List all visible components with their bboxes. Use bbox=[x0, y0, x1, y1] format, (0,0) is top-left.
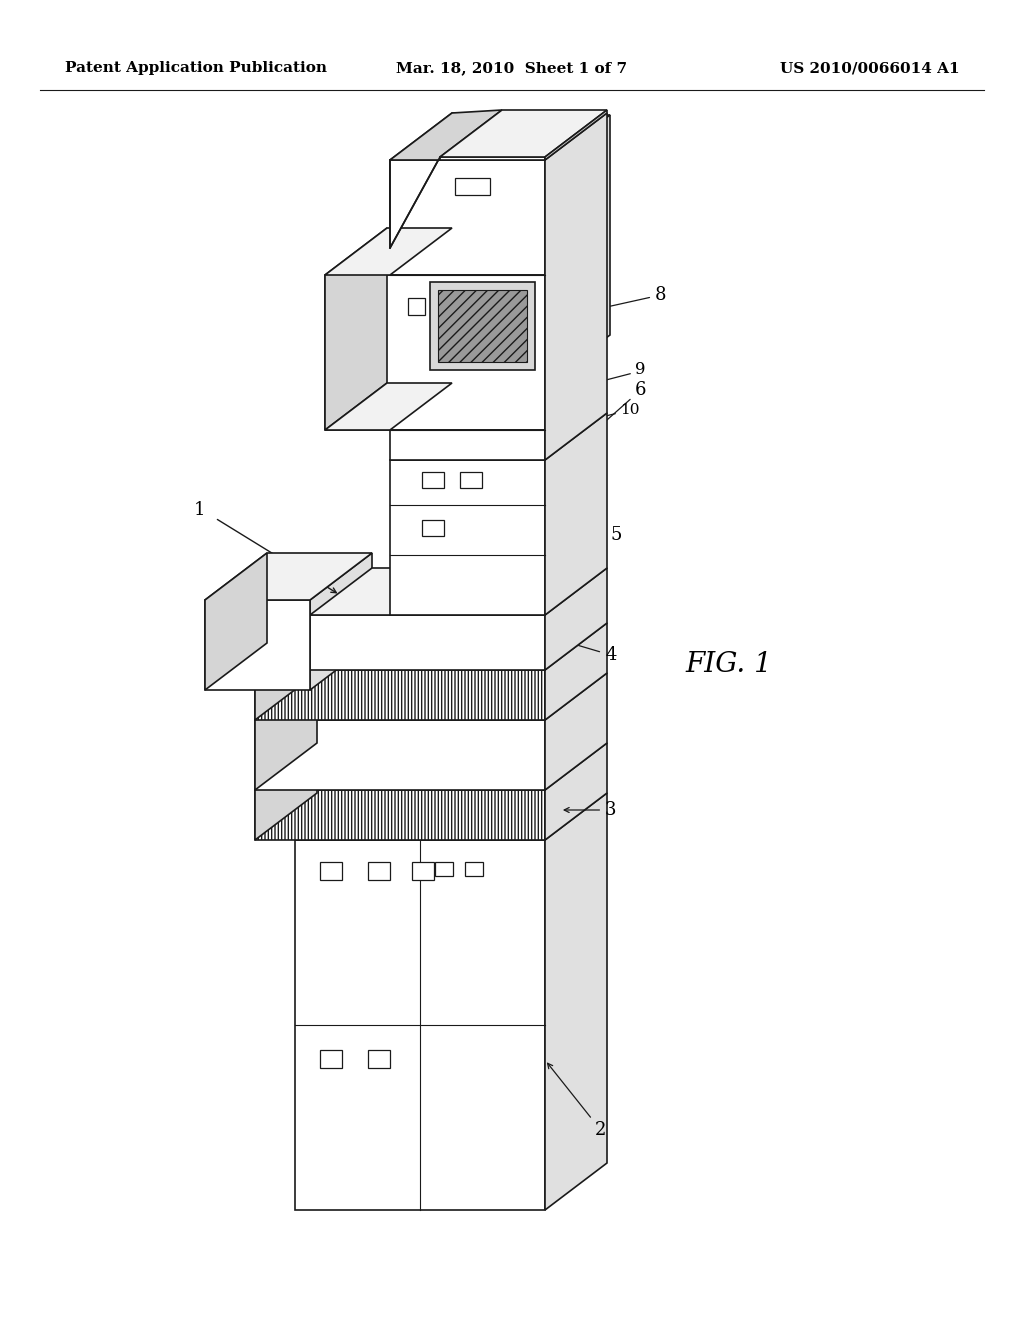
Polygon shape bbox=[460, 473, 482, 488]
Polygon shape bbox=[545, 110, 607, 160]
Polygon shape bbox=[325, 383, 452, 430]
Polygon shape bbox=[438, 290, 527, 362]
Polygon shape bbox=[545, 743, 607, 840]
Text: 8: 8 bbox=[552, 286, 667, 321]
Text: 6: 6 bbox=[593, 381, 646, 432]
Polygon shape bbox=[465, 862, 483, 876]
Polygon shape bbox=[255, 743, 607, 789]
Polygon shape bbox=[390, 160, 545, 275]
Polygon shape bbox=[422, 473, 444, 488]
Text: 5: 5 bbox=[564, 525, 622, 544]
Polygon shape bbox=[455, 178, 490, 195]
Polygon shape bbox=[435, 862, 453, 876]
Polygon shape bbox=[325, 228, 452, 275]
Polygon shape bbox=[255, 623, 317, 719]
Polygon shape bbox=[545, 114, 607, 459]
Polygon shape bbox=[368, 1049, 390, 1068]
Polygon shape bbox=[319, 1049, 342, 1068]
Polygon shape bbox=[395, 115, 510, 255]
Polygon shape bbox=[310, 615, 545, 671]
Polygon shape bbox=[295, 793, 607, 840]
Polygon shape bbox=[545, 793, 607, 1210]
Polygon shape bbox=[450, 115, 610, 160]
Text: US 2010/0066014 A1: US 2010/0066014 A1 bbox=[780, 61, 961, 75]
Polygon shape bbox=[255, 671, 545, 719]
Text: 4: 4 bbox=[564, 640, 616, 664]
Polygon shape bbox=[422, 520, 444, 536]
Polygon shape bbox=[545, 413, 607, 615]
Polygon shape bbox=[395, 160, 550, 380]
Polygon shape bbox=[255, 623, 607, 671]
Text: 9: 9 bbox=[635, 362, 645, 379]
Polygon shape bbox=[310, 568, 607, 615]
Polygon shape bbox=[550, 115, 610, 380]
Polygon shape bbox=[295, 840, 545, 1210]
Text: FIG. 1: FIG. 1 bbox=[685, 652, 772, 678]
Text: Mar. 18, 2010  Sheet 1 of 7: Mar. 18, 2010 Sheet 1 of 7 bbox=[396, 61, 628, 75]
Polygon shape bbox=[545, 623, 607, 719]
Text: 2: 2 bbox=[548, 1064, 606, 1139]
Polygon shape bbox=[325, 275, 545, 430]
Polygon shape bbox=[255, 673, 607, 719]
Text: Patent Application Publication: Patent Application Publication bbox=[65, 61, 327, 75]
Polygon shape bbox=[255, 743, 317, 840]
Polygon shape bbox=[390, 459, 545, 615]
Polygon shape bbox=[205, 553, 267, 690]
Polygon shape bbox=[255, 673, 317, 789]
Polygon shape bbox=[390, 157, 545, 248]
Polygon shape bbox=[390, 430, 545, 459]
Polygon shape bbox=[440, 110, 607, 157]
Text: 3: 3 bbox=[564, 801, 616, 818]
Polygon shape bbox=[255, 789, 545, 840]
Polygon shape bbox=[390, 413, 607, 459]
Polygon shape bbox=[390, 114, 607, 160]
Polygon shape bbox=[255, 719, 545, 789]
Polygon shape bbox=[408, 298, 425, 315]
Polygon shape bbox=[310, 553, 372, 690]
Polygon shape bbox=[545, 673, 607, 789]
Polygon shape bbox=[319, 862, 342, 880]
Polygon shape bbox=[325, 228, 387, 430]
Polygon shape bbox=[205, 553, 372, 601]
Polygon shape bbox=[412, 862, 434, 880]
Text: 10: 10 bbox=[620, 403, 640, 417]
Polygon shape bbox=[390, 110, 502, 160]
Polygon shape bbox=[430, 282, 535, 370]
Text: 1: 1 bbox=[195, 502, 206, 519]
Polygon shape bbox=[368, 862, 390, 880]
Polygon shape bbox=[545, 568, 607, 671]
Polygon shape bbox=[205, 601, 310, 690]
